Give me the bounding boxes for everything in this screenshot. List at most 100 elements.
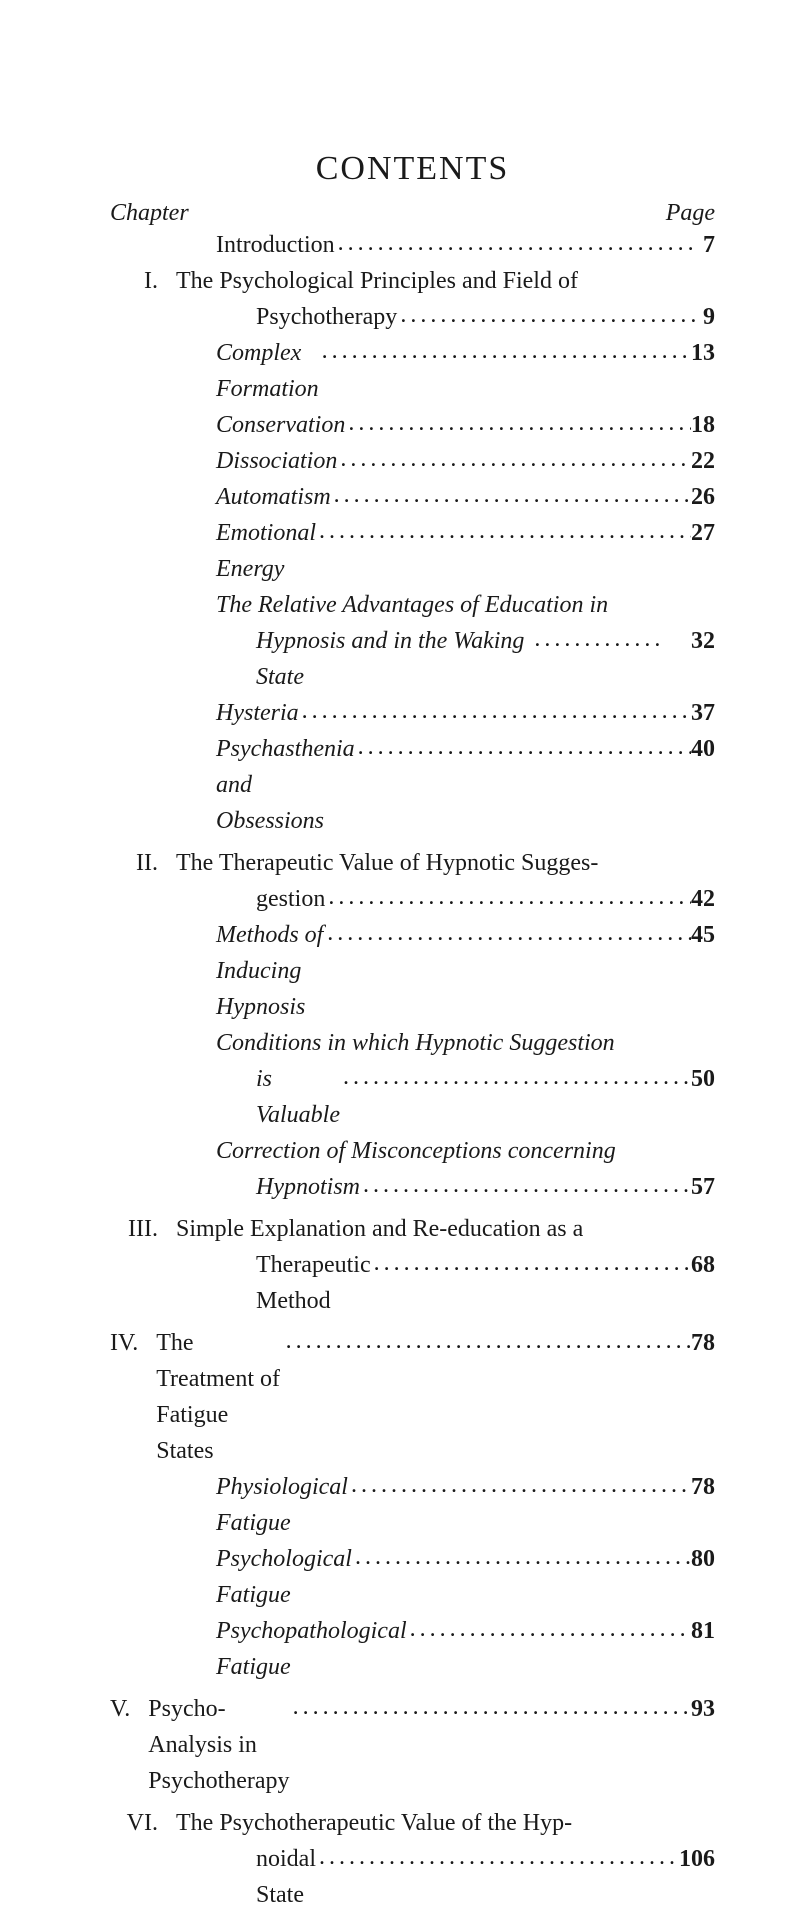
toc-entry-ch3-title-l1: III. Simple Explanation and Re-education… xyxy=(110,1211,715,1247)
entry-text: Methods of Inducing Hypnosis xyxy=(110,917,324,1025)
leader xyxy=(348,1467,691,1503)
toc-entry-ch2-title-l2: gestion 42 xyxy=(110,881,715,917)
leader xyxy=(407,1611,691,1647)
entry-text: Hypnotism xyxy=(110,1169,360,1205)
entry-text: Complex Formation xyxy=(110,335,319,407)
ch6-title-line2: noidal State xyxy=(110,1841,316,1913)
ch5-title: Psycho-Analysis in Psychotherapy xyxy=(148,1691,289,1799)
toc-entry-ch5-title: V. Psycho-Analysis in Psychotherapy 93 xyxy=(110,1691,715,1799)
ch3-page: 68 xyxy=(691,1247,715,1283)
intro-page: 7 xyxy=(694,227,715,263)
entry-text: Physiological Fatigue xyxy=(110,1469,348,1541)
ch2-title-line2: gestion xyxy=(110,881,325,917)
toc-entry-ch2-e3-l2: Hypnotism 57 xyxy=(110,1169,715,1205)
ch4-title: The Treatment of Fatigue States xyxy=(156,1325,282,1469)
entry-text: is Valuable xyxy=(110,1061,340,1133)
toc-entry-ch2-title-l1: II. The Therapeutic Value of Hypnotic Su… xyxy=(110,845,715,881)
entry-page: 13 xyxy=(691,335,715,371)
leader xyxy=(371,1245,691,1281)
toc-entry-ch1-e4: Automatism 26 xyxy=(110,479,715,515)
entry-page: 27 xyxy=(691,515,715,551)
entry-text: Psychasthenia and Obsessions xyxy=(110,731,355,839)
entry-page: 50 xyxy=(691,1061,715,1097)
leader xyxy=(397,297,697,333)
ch5-page: 93 xyxy=(691,1691,715,1727)
leader xyxy=(345,405,691,441)
toc-entry-ch2-e3-l1: Correction of Misconceptions concerning xyxy=(110,1133,715,1169)
entry-text: Correction of Misconceptions concerning xyxy=(110,1133,616,1169)
leader xyxy=(355,729,691,765)
toc-entry-ch4-title: IV. The Treatment of Fatigue States 78 xyxy=(110,1325,715,1469)
toc-entry-ch6-title-l1: VI. The Psychotherapeutic Value of the H… xyxy=(110,1805,715,1841)
chapter-label: Chapter xyxy=(110,200,200,227)
ch3-title-line1: Simple Explanation and Re-education as a xyxy=(176,1211,583,1247)
toc-entry-ch1-e6-l2: Hypnosis and in the Waking State 32 xyxy=(110,623,715,695)
toc-entry-ch4-e2: Psychological Fatigue 80 xyxy=(110,1541,715,1613)
page-label: Page xyxy=(655,200,715,227)
toc-entry-ch2-e2-l2: is Valuable 50 xyxy=(110,1061,715,1133)
entry-page: 80 xyxy=(691,1541,715,1577)
entry-page: 81 xyxy=(691,1613,715,1649)
leader xyxy=(340,1059,691,1095)
toc-entry-intro: Introduction 7 xyxy=(110,227,715,263)
entry-page: 18 xyxy=(691,407,715,443)
toc-entry-ch1-e3: Dissociation 22 xyxy=(110,443,715,479)
leader xyxy=(290,1689,691,1725)
leader xyxy=(325,879,691,915)
leader xyxy=(531,621,665,657)
ch1-title-line2: Psychotherapy xyxy=(110,299,397,335)
roman-numeral: II. xyxy=(110,845,176,881)
entry-page: 40 xyxy=(691,731,715,767)
ch2-title-line1: The Therapeutic Value of Hypnotic Sugges… xyxy=(176,845,598,881)
ch1-title-line1: The Psychological Principles and Field o… xyxy=(176,263,578,299)
entry-page: 26 xyxy=(691,479,715,515)
toc-entry-ch4-e3: Psychopathological Fatigue 81 xyxy=(110,1613,715,1685)
leader xyxy=(283,1323,691,1359)
toc-entry-ch1-e8: Psychasthenia and Obsessions 40 xyxy=(110,731,715,839)
leader xyxy=(352,1539,691,1575)
ch6-page: 106 xyxy=(679,1841,715,1877)
entry-text: Hysteria xyxy=(110,695,299,731)
entry-text: Emotional Energy xyxy=(110,515,316,587)
intro-label: Introduction xyxy=(110,227,335,263)
column-header-row: Chapter Page xyxy=(110,200,715,227)
contents-title: CONTENTS xyxy=(110,150,715,188)
leader xyxy=(337,441,691,477)
ch6-title-line1: The Psychotherapeutic Value of the Hyp- xyxy=(176,1805,572,1841)
entry-page: 78 xyxy=(691,1469,715,1505)
toc-entry-ch1-e6-l1: The Relative Advantages of Education in xyxy=(110,587,715,623)
page: CONTENTS Chapter Page Introduction 7 I. … xyxy=(0,0,800,1288)
toc-entry-ch1-e7: Hysteria 37 xyxy=(110,695,715,731)
entry-page: 45 xyxy=(691,917,715,953)
entry-page: 22 xyxy=(691,443,715,479)
roman-numeral: III. xyxy=(110,1211,176,1247)
entry-text: Conditions in which Hypnotic Suggestion xyxy=(110,1025,615,1061)
entry-text: Automatism xyxy=(110,479,331,515)
leader xyxy=(360,1167,691,1203)
leader xyxy=(331,477,691,513)
roman-numeral: I. xyxy=(110,263,176,299)
roman-numeral: V. xyxy=(110,1691,148,1727)
toc-entry-ch2-e2-l1: Conditions in which Hypnotic Suggestion xyxy=(110,1025,715,1061)
toc-entry-ch4-e1: Physiological Fatigue 78 xyxy=(110,1469,715,1541)
leader xyxy=(299,693,691,729)
leader xyxy=(324,915,691,951)
toc-entry-ch1-e2: Conservation 18 xyxy=(110,407,715,443)
leader xyxy=(335,225,694,261)
leader xyxy=(316,1839,679,1875)
entry-text: Psychopathological Fatigue xyxy=(110,1613,407,1685)
entry-page: 37 xyxy=(691,695,715,731)
roman-numeral: VI. xyxy=(110,1805,176,1841)
toc-entry-ch1-e5: Emotional Energy 27 xyxy=(110,515,715,587)
toc-entry-ch3-title-l2: Therapeutic Method 68 xyxy=(110,1247,715,1319)
leader xyxy=(316,513,691,549)
entry-text: Conservation xyxy=(110,407,345,443)
entry-text: Hypnosis and in the Waking State xyxy=(110,623,531,695)
ch1-page: 9 xyxy=(698,299,715,335)
toc-entry-ch1-title-l2: Psychotherapy 9 xyxy=(110,299,715,335)
entry-text: Dissociation xyxy=(110,443,337,479)
ch2-page: 42 xyxy=(691,881,715,917)
roman-numeral: IV. xyxy=(110,1325,156,1361)
toc-entry-ch1-title-l1: I. The Psychological Principles and Fiel… xyxy=(110,263,715,299)
entry-text: The Relative Advantages of Education in xyxy=(110,587,608,623)
